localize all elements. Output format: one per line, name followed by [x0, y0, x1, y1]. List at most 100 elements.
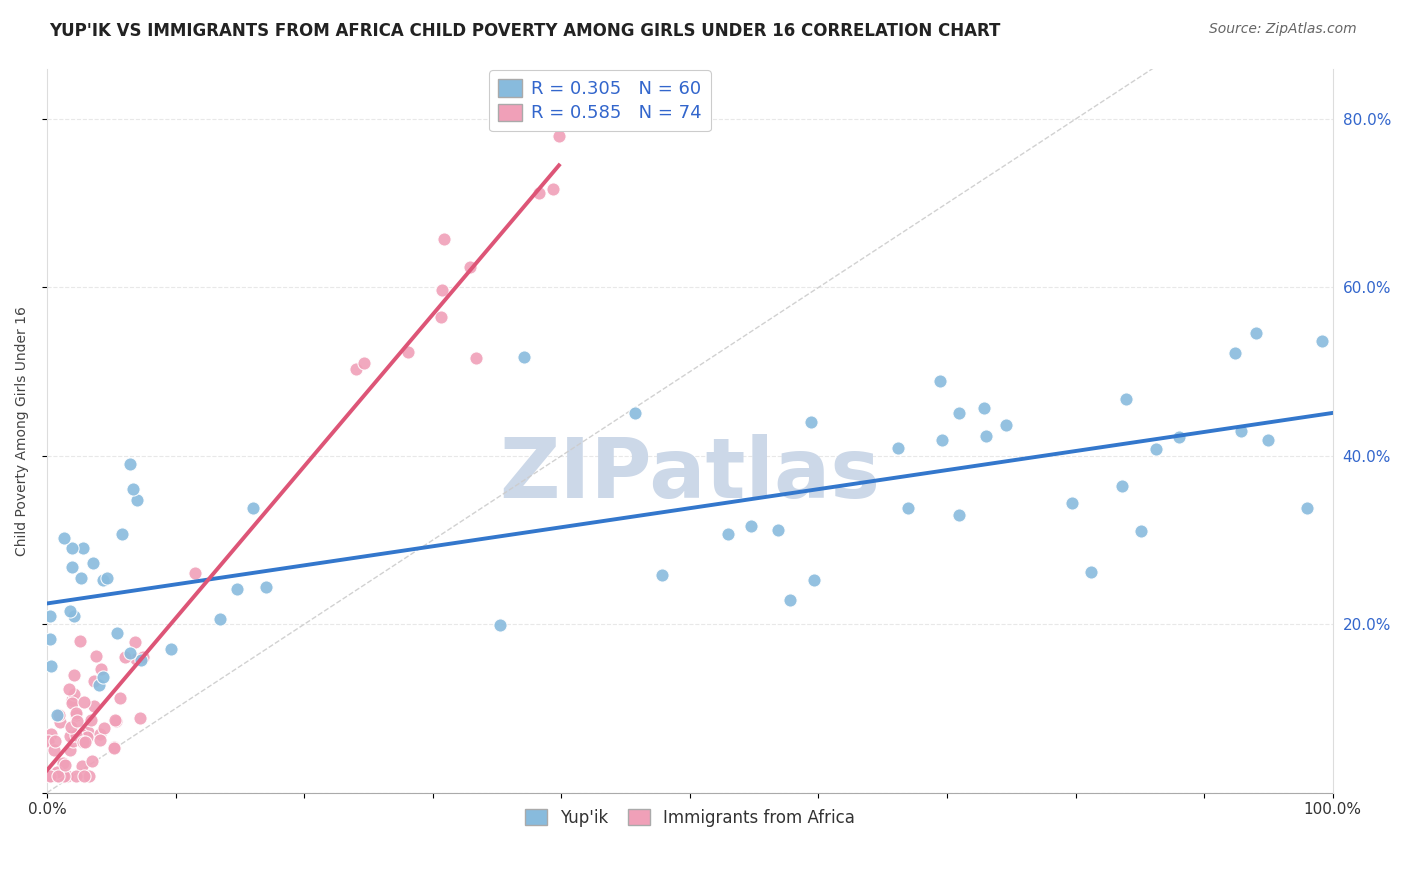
Point [717, 527, 740, 541]
Point [60, 696, 83, 710]
Point [89, 727, 111, 741]
Point [513, 350, 536, 364]
Point [948, 406, 970, 420]
Point [72, 541, 94, 556]
Point [72, 769, 94, 783]
Point [1244, 326, 1267, 340]
Point [46, 765, 69, 780]
Point [80, 713, 103, 727]
Point [132, 650, 155, 665]
Point [396, 344, 419, 359]
Point [76, 730, 98, 744]
Point [80, 754, 103, 768]
Point [1310, 334, 1333, 348]
Point [121, 482, 143, 496]
Point [779, 592, 801, 607]
Point [159, 641, 181, 656]
Point [87, 678, 110, 692]
Point [38, 767, 60, 781]
Point [1080, 566, 1102, 580]
Y-axis label: Child Poverty Among Girls Under 16: Child Poverty Among Girls Under 16 [15, 306, 30, 556]
Point [45, 708, 67, 723]
Point [93, 721, 115, 735]
Text: YUP'IK VS IMMIGRANTS FROM AFRICA CHILD POVERTY AMONG GIRLS UNDER 16 CORRELATION : YUP'IK VS IMMIGRANTS FROM AFRICA CHILD P… [49, 22, 1001, 40]
Point [120, 457, 142, 471]
Point [1111, 479, 1133, 493]
Point [800, 415, 823, 429]
Point [73, 735, 96, 749]
Point [65, 769, 87, 783]
Point [897, 501, 920, 516]
Point [976, 428, 998, 442]
Point [59, 604, 82, 618]
Point [52, 769, 75, 783]
Point [59, 743, 82, 757]
Point [70, 727, 93, 741]
Point [104, 713, 127, 727]
Point [86, 649, 108, 664]
Point [1230, 424, 1253, 438]
Point [69, 633, 91, 648]
Point [433, 232, 456, 246]
Point [63, 608, 86, 623]
Point [623, 406, 645, 420]
Point [429, 310, 451, 324]
Point [103, 740, 125, 755]
Point [59, 720, 82, 734]
Point [83, 699, 105, 714]
Legend: Yup'ik, Immigrants from Africa: Yup'ik, Immigrants from Africa [516, 800, 863, 835]
Point [39, 769, 62, 783]
Point [488, 618, 510, 632]
Point [108, 691, 131, 706]
Point [89, 732, 111, 747]
Point [52, 769, 75, 783]
Point [209, 612, 232, 626]
Point [56, 769, 79, 783]
Point [62, 668, 84, 682]
Point [103, 740, 125, 755]
Point [42, 743, 65, 757]
Point [44, 733, 66, 747]
Point [46, 769, 69, 783]
Point [114, 649, 136, 664]
Point [740, 519, 762, 533]
Point [1295, 501, 1317, 516]
Point [90, 662, 112, 676]
Point [766, 523, 789, 537]
Point [344, 362, 367, 376]
Point [62, 687, 84, 701]
Point [65, 706, 87, 720]
Point [48, 708, 70, 723]
Point [225, 582, 247, 596]
Point [38, 608, 60, 623]
Point [46, 769, 69, 783]
Point [60, 560, 83, 574]
Point [1223, 346, 1246, 360]
Point [65, 708, 87, 723]
Point [82, 557, 104, 571]
Text: Source: ZipAtlas.com: Source: ZipAtlas.com [1209, 22, 1357, 37]
Point [66, 714, 89, 728]
Point [72, 735, 94, 749]
Point [39, 659, 62, 673]
Point [184, 566, 207, 580]
Point [129, 652, 152, 666]
Point [948, 508, 970, 522]
Point [83, 674, 105, 689]
Point [124, 635, 146, 649]
Point [105, 714, 128, 729]
Text: ZIPatlas: ZIPatlas [499, 434, 880, 515]
Point [464, 351, 486, 366]
Point [432, 283, 454, 297]
Point [65, 729, 87, 743]
Point [73, 695, 96, 709]
Point [254, 580, 277, 594]
Point [887, 441, 910, 455]
Point [973, 401, 995, 415]
Point [62, 733, 84, 747]
Point [38, 632, 60, 647]
Point [458, 260, 481, 274]
Point [1168, 430, 1191, 444]
Point [125, 652, 148, 666]
Point [77, 769, 100, 783]
